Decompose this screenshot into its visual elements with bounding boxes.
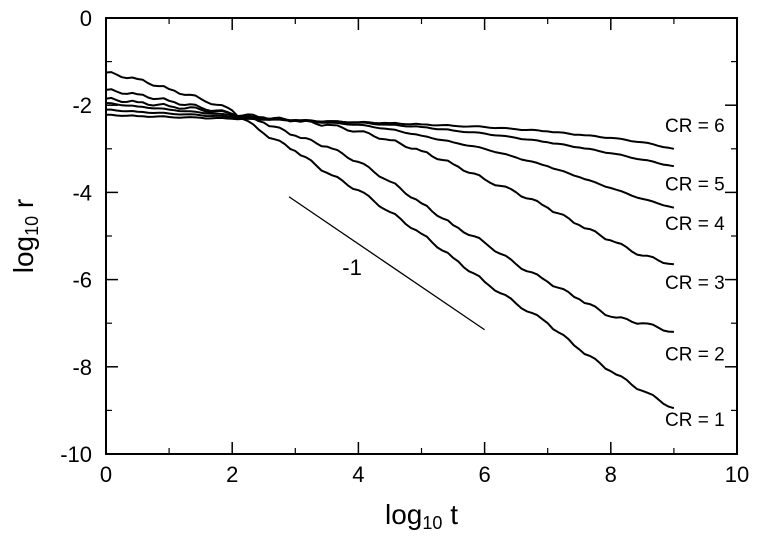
series-line-cr-1: [105, 71, 675, 410]
reference-slope: -1: [288, 196, 485, 331]
x-tick-label: 2: [226, 462, 238, 487]
x-tick-label: 6: [478, 462, 490, 487]
y-axis-label-var: r: [8, 199, 39, 216]
series-label-cr-3: CR = 3: [665, 273, 725, 294]
y-axis-label: log10 r: [8, 199, 42, 274]
x-tick-label: 4: [352, 462, 364, 487]
series-line-cr-3: [105, 96, 674, 266]
x-axis-label-subscript: 10: [422, 513, 442, 533]
slope-reference-label: -1: [342, 255, 362, 280]
y-tick-label: -2: [72, 93, 92, 118]
y-tick-label: -10: [60, 442, 92, 467]
series-line-cr-2: [105, 88, 674, 333]
series-label-cr-5: CR = 5: [665, 175, 725, 196]
y-tick-label: -8: [72, 355, 92, 380]
slope-reference-line: [288, 196, 485, 331]
series-label-cr-4: CR = 4: [665, 214, 725, 235]
x-axis-label-var: t: [442, 499, 458, 530]
y-axis-label-log: log: [8, 236, 39, 273]
series-labels: CR = 1 CR = 2 CR = 3 CR = 4 CR = 5 CR = 6: [665, 116, 725, 431]
x-axis-label: log10 t: [385, 499, 458, 533]
y-tick-label: -4: [72, 180, 92, 205]
series-label-cr-2: CR = 2: [665, 345, 725, 366]
y-tick-label: -6: [72, 268, 92, 293]
x-tick-label: 10: [725, 462, 749, 487]
series-line-cr-4: [105, 102, 675, 209]
y-tick-label: 0: [80, 6, 92, 31]
axis-ticks: 0 2 4 6 8 10 0 -2 -4 -6 -8 -10: [60, 6, 749, 487]
series-line-cr-5: [106, 108, 675, 168]
series-label-cr-1: CR = 1: [665, 410, 725, 431]
y-axis-label-subscript: 10: [22, 216, 42, 236]
series-line-cr-6: [106, 113, 675, 150]
x-axis-label-log: log: [385, 499, 422, 530]
x-tick-label: 0: [100, 462, 112, 487]
series-label-cr-6: CR = 6: [665, 116, 725, 137]
series-layer: [105, 71, 675, 410]
x-tick-label: 8: [605, 462, 617, 487]
plot-frame: [105, 17, 738, 455]
